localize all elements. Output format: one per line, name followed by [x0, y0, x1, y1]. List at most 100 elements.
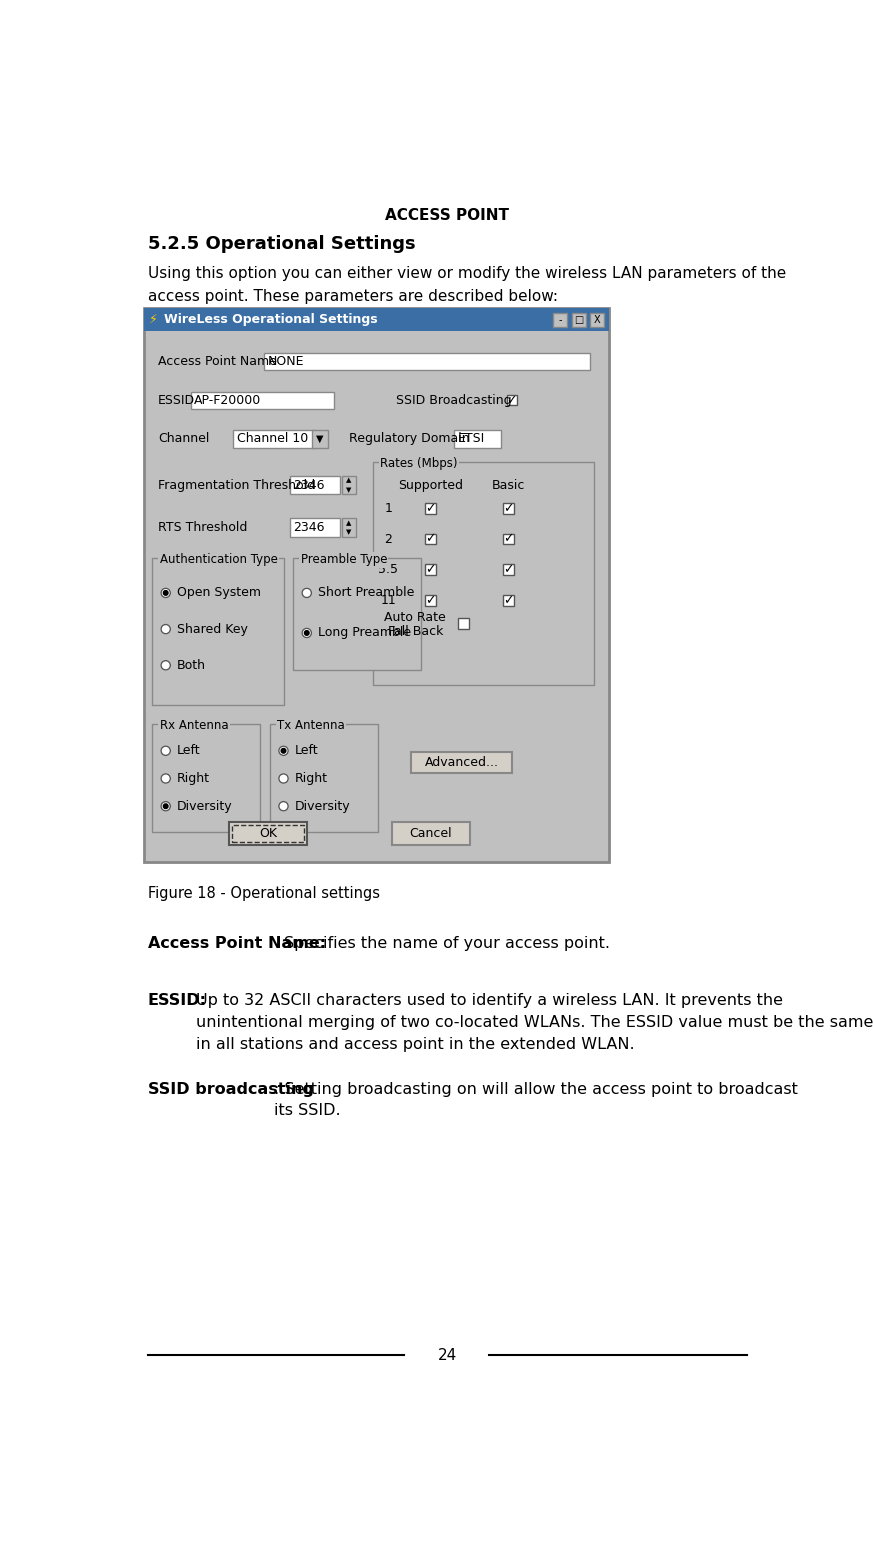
Text: 11: 11 — [381, 595, 396, 607]
Circle shape — [281, 749, 285, 753]
Circle shape — [278, 801, 288, 811]
Text: Fall Back: Fall Back — [388, 624, 443, 638]
Text: RTS Threshold: RTS Threshold — [158, 520, 247, 534]
Bar — [457, 618, 469, 629]
Bar — [503, 534, 513, 545]
Text: ▲: ▲ — [346, 520, 351, 526]
Text: ✓: ✓ — [503, 533, 513, 545]
Bar — [233, 430, 314, 449]
Text: ✓: ✓ — [425, 502, 436, 514]
Text: Rates (Mbps): Rates (Mbps) — [381, 457, 457, 471]
Text: Diversity: Diversity — [294, 800, 350, 812]
Bar — [292, 558, 421, 669]
Bar — [425, 534, 436, 545]
Bar — [152, 724, 260, 831]
Bar — [313, 430, 327, 449]
Text: Both: Both — [176, 658, 205, 672]
Text: WireLess Operational Settings: WireLess Operational Settings — [164, 314, 378, 326]
Text: 2346: 2346 — [293, 520, 325, 534]
Text: Left: Left — [294, 744, 318, 758]
Circle shape — [161, 801, 170, 811]
Text: Rx Antenna: Rx Antenna — [160, 719, 228, 731]
Text: ✓: ✓ — [425, 595, 436, 607]
Text: Specifies the name of your access point.: Specifies the name of your access point. — [284, 935, 609, 950]
Text: 1: 1 — [384, 502, 392, 514]
Bar — [503, 503, 513, 514]
Circle shape — [302, 629, 312, 638]
Text: AP-F20000: AP-F20000 — [195, 394, 262, 407]
Bar — [411, 752, 512, 773]
Circle shape — [278, 773, 288, 783]
Circle shape — [278, 745, 288, 755]
Text: Auto Rate: Auto Rate — [384, 610, 446, 624]
Text: ✓: ✓ — [425, 564, 436, 576]
Text: access point. These parameters are described below:: access point. These parameters are descr… — [148, 289, 558, 304]
Text: ACCESS POINT: ACCESS POINT — [385, 208, 509, 224]
Text: ETSI: ETSI — [457, 432, 485, 446]
Text: Up to 32 ASCII characters used to identify a wireless LAN. It prevents the
unint: Up to 32 ASCII characters used to identi… — [196, 994, 873, 1051]
Bar — [341, 475, 355, 494]
Bar — [270, 724, 378, 831]
Bar — [425, 503, 436, 514]
Text: ▼: ▼ — [346, 530, 351, 536]
Text: Long Preamble: Long Preamble — [318, 626, 410, 640]
Text: Channel: Channel — [158, 432, 210, 446]
Bar — [290, 519, 340, 537]
Text: ✓: ✓ — [503, 502, 513, 514]
Bar — [503, 595, 513, 606]
Text: ✓: ✓ — [506, 394, 517, 407]
Circle shape — [305, 631, 309, 635]
Text: NONE: NONE — [268, 356, 305, 368]
Bar — [232, 825, 304, 842]
Text: -: - — [559, 315, 562, 325]
Bar — [144, 307, 609, 862]
Text: Basic: Basic — [491, 478, 525, 492]
Text: Channel 10: Channel 10 — [237, 432, 308, 446]
Bar — [572, 314, 586, 328]
Text: SSID broadcasting: SSID broadcasting — [148, 1082, 314, 1096]
Text: Fragmentation Threshold: Fragmentation Threshold — [158, 478, 315, 492]
Text: ▼: ▼ — [316, 433, 324, 444]
Text: Authentication Type: Authentication Type — [160, 553, 278, 567]
Bar — [190, 391, 333, 408]
Text: SSID Broadcasting: SSID Broadcasting — [395, 394, 512, 407]
Bar — [230, 822, 306, 845]
Bar — [454, 430, 500, 449]
Bar — [144, 307, 609, 331]
Circle shape — [163, 804, 168, 809]
Circle shape — [161, 660, 170, 669]
Text: Preamble Type: Preamble Type — [300, 553, 387, 567]
Text: 24: 24 — [437, 1348, 457, 1362]
Text: ▲: ▲ — [346, 477, 351, 483]
Text: Diversity: Diversity — [176, 800, 232, 812]
Bar — [425, 564, 436, 575]
Text: ✓: ✓ — [425, 533, 436, 545]
Text: Short Preamble: Short Preamble — [318, 587, 414, 599]
Circle shape — [161, 773, 170, 783]
Circle shape — [163, 590, 168, 595]
Text: ESSID: ESSID — [158, 394, 195, 407]
Text: Access Point Name: Access Point Name — [158, 356, 277, 368]
Bar — [290, 475, 340, 494]
Text: Supported: Supported — [398, 478, 464, 492]
Circle shape — [161, 745, 170, 755]
Text: 5.5: 5.5 — [378, 564, 398, 576]
Text: □: □ — [574, 315, 583, 325]
Circle shape — [161, 624, 170, 634]
Text: Advanced...: Advanced... — [425, 756, 498, 769]
Bar — [392, 822, 470, 845]
Bar — [341, 519, 355, 537]
Text: Access Point Name:: Access Point Name: — [148, 935, 326, 950]
Bar — [506, 396, 517, 405]
Bar — [425, 595, 436, 606]
Text: Left: Left — [176, 744, 200, 758]
Text: Tx Antenna: Tx Antenna — [278, 719, 345, 731]
Text: 2346: 2346 — [293, 478, 325, 492]
Text: ✓: ✓ — [503, 595, 513, 607]
Text: ▼: ▼ — [346, 486, 351, 492]
Text: : Setting broadcasting on will allow the access point to broadcast
its SSID.: : Setting broadcasting on will allow the… — [274, 1082, 798, 1118]
Bar — [590, 314, 604, 328]
Text: X: X — [594, 315, 601, 325]
Text: Right: Right — [176, 772, 210, 784]
Bar — [373, 463, 594, 685]
